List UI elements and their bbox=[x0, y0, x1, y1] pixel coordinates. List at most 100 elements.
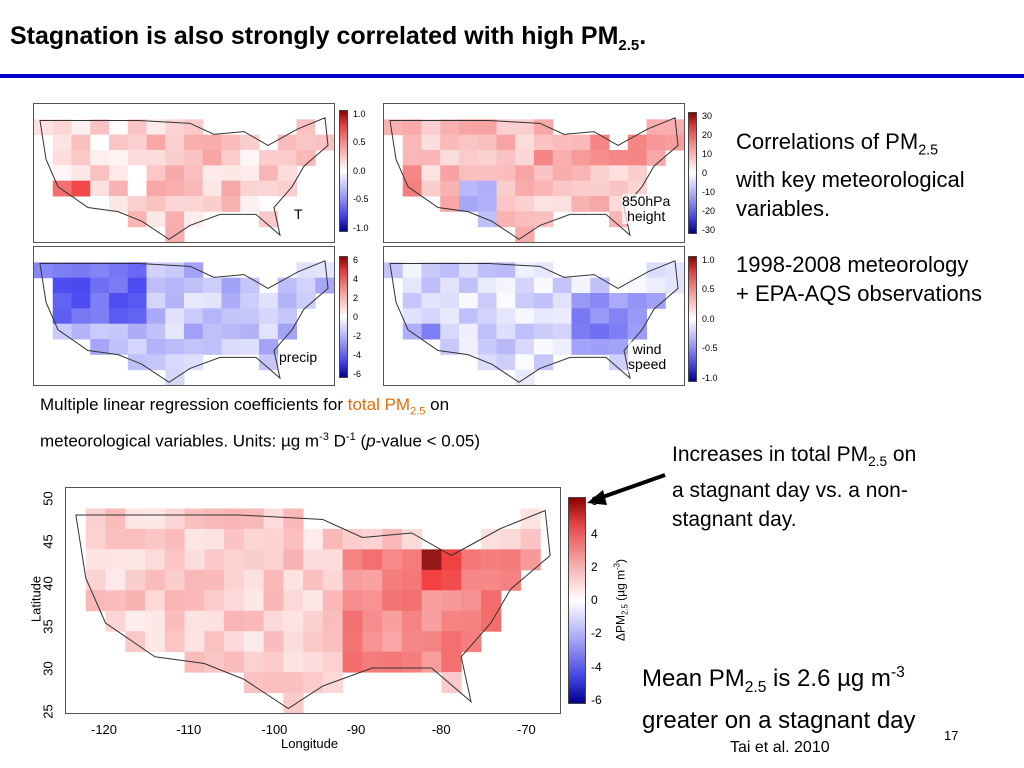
grid-cell bbox=[109, 196, 129, 212]
grid-cell bbox=[496, 196, 516, 212]
grid-cell bbox=[477, 196, 497, 212]
grid-cell bbox=[459, 293, 479, 309]
grid-cell bbox=[440, 308, 460, 325]
grid-cell bbox=[221, 134, 241, 151]
grid-cell bbox=[440, 165, 460, 182]
grid-cell bbox=[362, 631, 383, 653]
regression-caption: Multiple linear regression coefficients … bbox=[40, 395, 481, 452]
colorbar-tick-label: 0.5 bbox=[702, 284, 715, 295]
grid-cell bbox=[184, 569, 205, 591]
grid-cell bbox=[165, 369, 185, 385]
grid-cell bbox=[283, 631, 304, 653]
grid-cell bbox=[204, 651, 225, 673]
grid-cell bbox=[534, 134, 554, 151]
grid-cell bbox=[402, 262, 422, 279]
grid-cell bbox=[105, 569, 126, 591]
colorbar-tick-label: -2 bbox=[353, 330, 362, 341]
grid-cell bbox=[146, 308, 166, 325]
grid-cell bbox=[477, 165, 497, 182]
grid-cell bbox=[240, 180, 260, 197]
grid-cell bbox=[263, 590, 284, 612]
grid-cell bbox=[52, 165, 72, 182]
grid-cell bbox=[461, 610, 482, 632]
grid-cell bbox=[362, 590, 383, 612]
grid-cell bbox=[259, 308, 279, 325]
grid-cell bbox=[477, 134, 497, 151]
grid-cell bbox=[627, 323, 647, 340]
colorbar-tick-label: 0.0 bbox=[702, 313, 715, 324]
grid-cell bbox=[224, 610, 245, 632]
grid-cell bbox=[322, 528, 344, 550]
grid-cell bbox=[441, 569, 462, 591]
colorbar-tick-label: 6 bbox=[353, 254, 359, 265]
grid-cell bbox=[402, 150, 422, 166]
map-grid bbox=[384, 117, 684, 242]
grid-cell bbox=[362, 549, 383, 571]
grid-cell bbox=[127, 180, 147, 197]
grid-cell bbox=[165, 211, 185, 228]
colorbar-tick-label: -20 bbox=[702, 205, 716, 216]
grid-cell bbox=[552, 308, 572, 325]
x-tick-label: -120 bbox=[91, 722, 118, 737]
grid-cell bbox=[127, 323, 147, 340]
grid-cell bbox=[145, 549, 166, 571]
grid-cell bbox=[609, 150, 629, 166]
grid-cell bbox=[401, 610, 423, 632]
grid-cell bbox=[459, 134, 479, 151]
grid-cell bbox=[303, 528, 324, 550]
grid-cell bbox=[315, 134, 334, 151]
grid-cell bbox=[240, 196, 260, 212]
grid-cell bbox=[315, 277, 334, 294]
grid-cell bbox=[441, 610, 462, 632]
grid-cell bbox=[109, 262, 129, 279]
grid-cell bbox=[146, 119, 166, 136]
correlations-text: Correlations of PM2.5 with key meteorolo… bbox=[736, 129, 965, 222]
grid-cell bbox=[322, 610, 344, 632]
grid-cell bbox=[146, 339, 166, 355]
grid-cell bbox=[382, 549, 403, 571]
grid-cell bbox=[240, 293, 260, 309]
grid-cell bbox=[496, 354, 516, 371]
grid-cell bbox=[534, 339, 554, 355]
grid-cell bbox=[646, 277, 666, 294]
grid-cell bbox=[303, 672, 324, 694]
grid-cell bbox=[552, 180, 572, 197]
grid-cell bbox=[459, 339, 479, 355]
grid-cell bbox=[243, 590, 265, 612]
grid-cell bbox=[441, 549, 462, 571]
grid-cell bbox=[440, 323, 460, 340]
map-temperature bbox=[33, 103, 335, 243]
grid-cell bbox=[127, 150, 147, 166]
grid-cell bbox=[477, 323, 497, 340]
grid-cell bbox=[421, 569, 442, 591]
grid-cell bbox=[500, 569, 521, 591]
grid-cell bbox=[520, 549, 541, 571]
grid-cell bbox=[71, 262, 91, 279]
grid-cell bbox=[204, 549, 225, 571]
grid-cell bbox=[441, 590, 462, 612]
grid-cell bbox=[263, 549, 284, 571]
grid-cell bbox=[165, 180, 185, 197]
grid-cell bbox=[146, 277, 166, 294]
grid-cell bbox=[52, 119, 72, 136]
grid-cell bbox=[71, 165, 91, 182]
colorbar-tick-label: -0.5 bbox=[353, 194, 369, 205]
grid-cell bbox=[263, 508, 284, 530]
colorbar-tick-label: -1.0 bbox=[353, 222, 369, 233]
grid-cell bbox=[90, 262, 110, 279]
grid-cell bbox=[342, 610, 363, 632]
colorbar-tick-label: 2 bbox=[591, 560, 598, 575]
grid-cell bbox=[52, 150, 72, 166]
grid-cell bbox=[590, 323, 610, 340]
colorbar-tick-label: 4 bbox=[591, 526, 598, 541]
x-tick-label: -100 bbox=[261, 722, 288, 737]
grid-cell bbox=[259, 323, 279, 340]
grid-cell bbox=[496, 308, 516, 325]
grid-cell bbox=[125, 549, 146, 571]
grid-cell bbox=[609, 165, 629, 182]
grid-cell bbox=[402, 165, 422, 182]
grid-cell bbox=[496, 339, 516, 355]
grid-cell bbox=[145, 610, 166, 632]
us-outline bbox=[75, 509, 551, 710]
grid-cell bbox=[342, 590, 363, 612]
